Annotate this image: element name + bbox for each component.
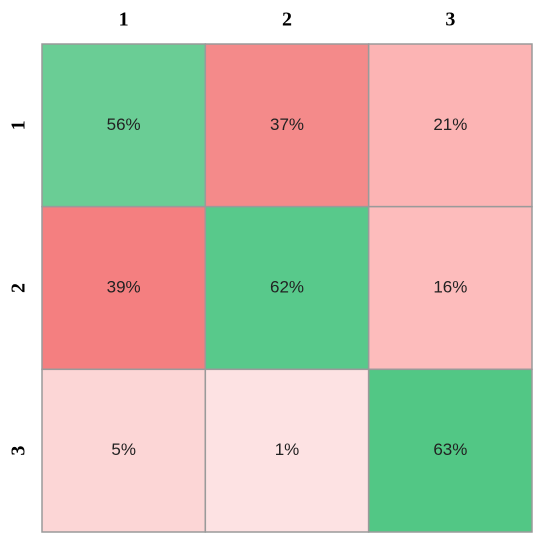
column-header: 2 [282,9,292,31]
heatmap-cell [367,205,533,371]
heatmap-cell [41,368,207,533]
heatmap-cell [204,205,370,371]
cell-label: 21% [433,115,467,134]
heatmap-cell [367,43,533,208]
row-header: 3 [8,446,30,456]
cell-label: 5% [111,440,136,459]
cell-label: 16% [433,277,467,296]
heatmap-cell [41,205,207,371]
cell-label: 63% [433,440,467,459]
column-header: 3 [445,9,455,31]
row-header: 1 [8,120,30,130]
cell-label: 1% [275,440,300,459]
heatmap-cell [204,368,370,533]
cell-label: 39% [107,277,141,296]
cell-label: 62% [270,277,304,296]
heatmap-cell [204,43,370,208]
cell-label: 56% [107,115,141,134]
cell-label: 37% [270,115,304,134]
heatmap-cell [41,43,207,208]
column-header: 1 [119,9,129,31]
row-header: 2 [8,283,30,293]
heatmap-cell [367,368,533,533]
